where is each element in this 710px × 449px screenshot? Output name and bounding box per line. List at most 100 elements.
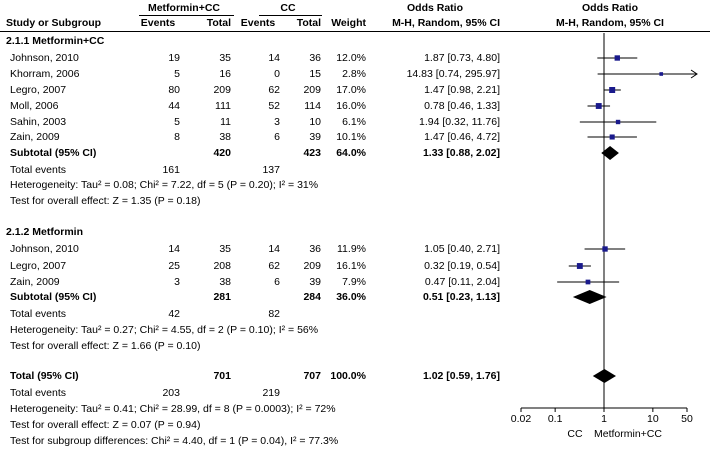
total-events1: 161 [162, 164, 180, 176]
overall-effect-text: Test for overall effect: Z = 1.35 (P = 0… [10, 195, 201, 207]
study-name: Zain, 2009 [10, 276, 60, 288]
col-total2: Total [296, 17, 321, 29]
events2: 62 [268, 260, 280, 272]
favours-right-label: Metformin+CC [594, 428, 662, 440]
plot-method: M-H, Random, 95% CI [556, 17, 664, 29]
study-name: Moll, 2006 [10, 100, 59, 112]
study-name: Khorram, 2006 [10, 68, 80, 80]
total-events1: 42 [168, 308, 180, 320]
weight: 7.9% [342, 276, 366, 288]
events2: 14 [268, 243, 280, 255]
total1: 11 [220, 116, 231, 128]
events1: 8 [174, 131, 180, 143]
heterogeneity-text: Heterogeneity: Tau² = 0.41; Chi² = 28.99… [10, 403, 336, 415]
total2: 39 [309, 276, 321, 288]
total1: 209 [213, 84, 231, 96]
x-tick-label: 10 [647, 413, 659, 425]
study-name: Sahin, 2003 [10, 116, 67, 128]
header-rule [0, 31, 710, 32]
heterogeneity-text: Heterogeneity: Tau² = 0.08; Chi² = 7.22,… [10, 179, 319, 191]
total-events-label: Total events [10, 164, 67, 176]
total-events2: 82 [268, 308, 280, 320]
study-marker [585, 279, 591, 285]
total-events-label: Total events [10, 308, 67, 320]
events1: 25 [168, 260, 180, 272]
total2: 36 [309, 52, 321, 64]
ci-text: 0.78 [0.46, 1.33] [424, 100, 500, 112]
study-name: Johnson, 2010 [10, 52, 79, 64]
group2-header: CC [280, 2, 296, 14]
subtotal-label: Subtotal (95% CI) [10, 291, 97, 303]
total2: 36 [309, 243, 321, 255]
ci-text: 0.32 [0.19, 0.54] [424, 260, 500, 272]
ci-text: 1.94 [0.32, 11.76] [419, 116, 500, 128]
col-events1: Events [140, 17, 176, 29]
ci-text: 1.47 [0.98, 2.21] [424, 84, 500, 96]
total1: 208 [213, 260, 231, 272]
summary-diamond [601, 146, 619, 160]
total-weight: 100.0% [330, 370, 366, 382]
subtotal-weight: 36.0% [336, 291, 366, 303]
study-marker [614, 55, 620, 61]
ci-text: 0.47 [0.11, 2.04] [424, 276, 500, 288]
study-marker [609, 87, 616, 93]
group1-header: Metformin+CC [147, 2, 221, 14]
heterogeneity-text: Heterogeneity: Tau² = 0.27; Chi² = 4.55,… [10, 324, 319, 336]
x-tick-label: 1 [601, 413, 607, 425]
study-name: Zain, 2009 [10, 131, 60, 143]
weight: 17.0% [336, 84, 366, 96]
study-marker [615, 119, 621, 125]
events2: 0 [274, 68, 280, 80]
study-marker [595, 103, 602, 109]
total1: 38 [219, 276, 231, 288]
events1: 80 [168, 84, 180, 96]
study-name: Legro, 2007 [10, 260, 67, 272]
subgroup-title: 2.1.2 Metformin [6, 226, 84, 238]
total2: 39 [309, 131, 321, 143]
total1: 16 [219, 68, 231, 80]
ci-arrow [690, 69, 698, 79]
total2: 209 [303, 260, 321, 272]
subtotal-total2: 423 [303, 147, 321, 159]
total2: 114 [304, 100, 321, 112]
overall-effect-text: Test for overall effect: Z = 1.66 (P = 0… [10, 340, 201, 352]
subtotal-total1: 281 [213, 291, 231, 303]
summary-diamond [592, 369, 616, 383]
total1: 35 [219, 52, 231, 64]
total-events2: 137 [262, 164, 280, 176]
total-events1: 203 [162, 387, 180, 399]
total-ci: 1.02 [0.59, 1.76] [422, 370, 500, 382]
total-events-label: Total events [10, 387, 67, 399]
study-marker [609, 134, 615, 140]
ci-text: 1.47 [0.46, 4.72] [424, 131, 500, 143]
total1: 35 [219, 243, 231, 255]
events1: 5 [174, 68, 180, 80]
ci-text: 14.83 [0.74, 295.97] [406, 68, 500, 80]
total2: 10 [309, 116, 321, 128]
events2: 3 [274, 116, 280, 128]
events1: 14 [168, 243, 180, 255]
subgroup-differences-text: Test for subgroup differences: Chi² = 4.… [10, 435, 339, 447]
total-events2: 219 [262, 387, 280, 399]
plot-title: Odds Ratio [581, 2, 638, 14]
or-title: Odds Ratio [406, 2, 463, 14]
weight: 10.1% [336, 131, 366, 143]
study-marker [576, 263, 583, 269]
events1: 3 [174, 276, 180, 288]
weight: 11.9% [337, 243, 366, 255]
events2: 6 [274, 131, 280, 143]
events1: 19 [168, 52, 180, 64]
weight: 16.0% [336, 100, 366, 112]
events2: 62 [268, 84, 280, 96]
study-name: Johnson, 2010 [10, 243, 79, 255]
col-weight: Weight [331, 17, 366, 29]
total2: 209 [303, 84, 321, 96]
x-tick-label: 0.02 [510, 413, 532, 425]
subtotal-label: Subtotal (95% CI) [10, 147, 97, 159]
events2: 6 [274, 276, 280, 288]
subtotal-weight: 64.0% [336, 147, 366, 159]
x-tick-label: 50 [681, 413, 693, 425]
study-name: Legro, 2007 [10, 84, 67, 96]
ci-text: 1.05 [0.40, 2.71] [424, 243, 500, 255]
overall-effect-text: Test for overall effect: Z = 0.07 (P = 0… [10, 419, 201, 431]
